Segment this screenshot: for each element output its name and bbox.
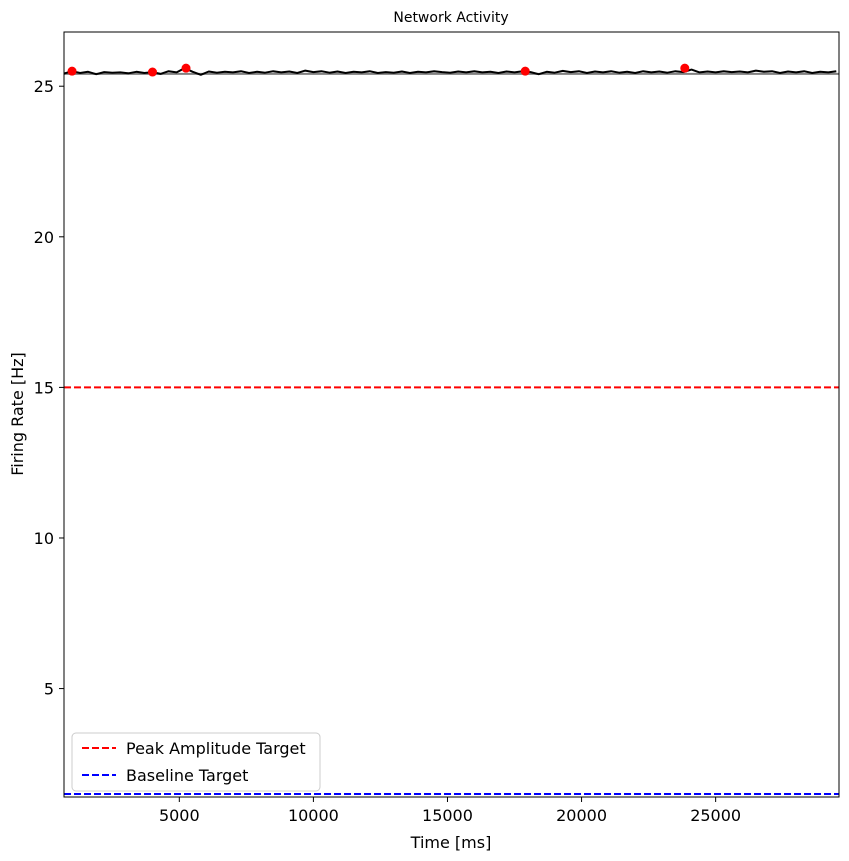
peak-marker xyxy=(147,67,157,77)
y-tick-label: 15 xyxy=(34,378,54,397)
x-tick-label: 25000 xyxy=(690,806,741,825)
peak-marker xyxy=(680,63,690,73)
y-tick-label: 5 xyxy=(44,680,54,699)
peak-marker xyxy=(520,66,530,76)
peak-marker xyxy=(67,66,77,76)
legend-baseline-label: Baseline Target xyxy=(126,766,248,785)
legend-box xyxy=(71,732,321,792)
legend: Peak Amplitude Target Baseline Target xyxy=(71,732,321,792)
plot-frame xyxy=(63,31,840,798)
legend-peak-amplitude-label: Peak Amplitude Target xyxy=(126,739,306,758)
peak-markers xyxy=(67,63,690,77)
y-tick-label: 10 xyxy=(34,529,54,548)
x-axis-ticks: 5000 10000 15000 20000 25000 xyxy=(159,797,741,825)
reference-lines xyxy=(64,386,839,795)
peak-marker xyxy=(181,63,191,73)
y-axis-label: Firing Rate [Hz] xyxy=(8,352,27,476)
series-lines xyxy=(63,67,839,76)
y-tick-label: 25 xyxy=(34,77,54,96)
x-tick-label: 5000 xyxy=(159,806,200,825)
activity-series-line xyxy=(63,67,837,76)
y-axis-ticks: 5 10 15 20 25 xyxy=(34,77,64,699)
x-tick-label: 15000 xyxy=(422,806,473,825)
x-tick-label: 10000 xyxy=(288,806,339,825)
x-axis-label: Time [ms] xyxy=(410,833,492,852)
chart-title: Network Activity xyxy=(393,10,508,26)
y-tick-label: 20 xyxy=(34,228,54,247)
x-tick-label: 20000 xyxy=(556,806,607,825)
